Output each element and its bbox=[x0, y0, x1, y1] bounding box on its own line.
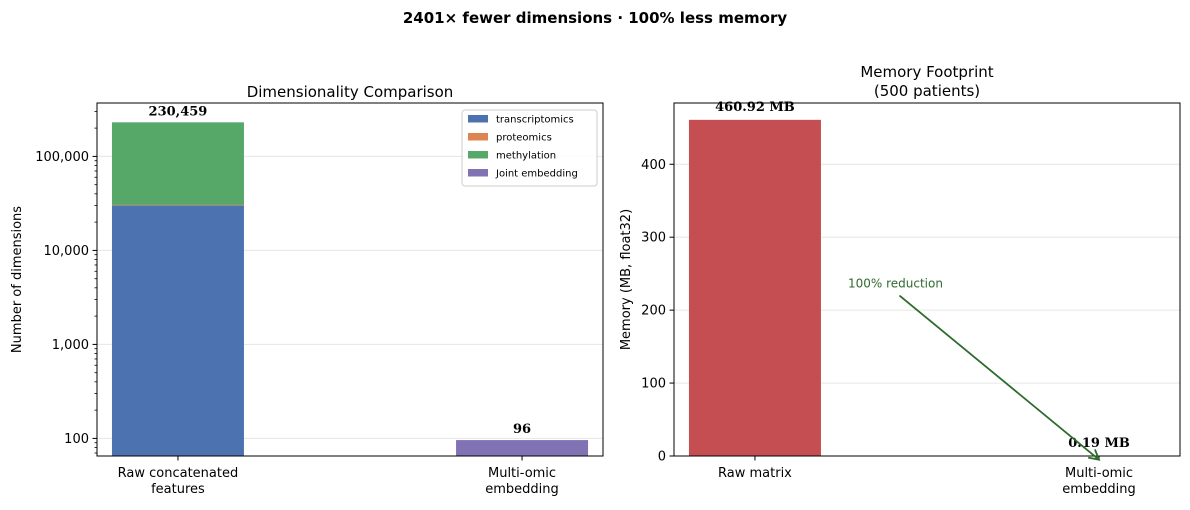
x-tick-label: Multi-omic embedding bbox=[1062, 466, 1136, 497]
bar bbox=[688, 119, 821, 457]
chart-title: Memory Footprint (500 patients) bbox=[860, 63, 993, 100]
legend-label: proteomics bbox=[496, 133, 552, 144]
x-tick-label: Multi-omic embedding bbox=[485, 466, 559, 497]
legend-swatch bbox=[468, 169, 488, 177]
legend-swatch bbox=[468, 133, 488, 141]
bar-transcriptomics bbox=[111, 205, 244, 456]
axes-frame bbox=[96, 102, 604, 457]
y-tick-label: 1,000 bbox=[52, 338, 89, 353]
legend-swatch bbox=[468, 151, 488, 159]
x-tick-label: Raw concatenated features bbox=[118, 466, 239, 497]
memory-chart: 460.92 MB 0.19 MB 0 100 200 300 400 Raw matrix M… bbox=[619, 63, 1181, 497]
figure-suptitle: 2401× fewer dimensions · 100% less memor… bbox=[403, 9, 787, 27]
legend-label: transcriptomics bbox=[496, 115, 574, 126]
legend-box bbox=[461, 109, 598, 187]
data-label: 0.19 MB bbox=[1068, 436, 1130, 451]
bar-methylation bbox=[111, 122, 244, 205]
data-label: 230,459 bbox=[149, 104, 208, 119]
y-tick-label: 100 bbox=[64, 432, 89, 447]
chart-title: Dimensionality Comparison bbox=[247, 83, 454, 101]
axes-frame bbox=[673, 102, 1181, 457]
y-tick-label: 0 bbox=[658, 450, 666, 465]
legend-swatch bbox=[468, 115, 488, 123]
data-label: 460.92 MB bbox=[715, 100, 795, 115]
y-tick-label: 300 bbox=[641, 231, 666, 246]
y-tick-label: 100,000 bbox=[35, 150, 89, 165]
y-axis-label: Memory (MB, float32) bbox=[619, 209, 634, 350]
legend-label: Joint embedding bbox=[495, 169, 578, 180]
y-tick-label: 200 bbox=[641, 304, 666, 319]
y-tick-label: 10,000 bbox=[44, 244, 90, 259]
bar-joint-embedding bbox=[456, 440, 589, 456]
y-axis-label: Number of dimensions bbox=[10, 206, 25, 353]
x-tick-label: Raw matrix bbox=[718, 466, 792, 481]
annotation-arrow bbox=[898, 294, 1100, 461]
annotation-text: 100% reduction bbox=[848, 277, 943, 291]
legend-label: methylation bbox=[496, 151, 556, 162]
y-tick-label: 100 bbox=[641, 377, 666, 392]
dimensionality-chart: 230,459 96 100 1,000 10,000 100,000 Raw concat… bbox=[10, 83, 604, 497]
annotation-arrowhead bbox=[1088, 449, 1101, 461]
data-label: 96 bbox=[513, 422, 531, 437]
bar-proteomics bbox=[111, 204, 244, 206]
y-tick-label: 400 bbox=[641, 158, 666, 173]
